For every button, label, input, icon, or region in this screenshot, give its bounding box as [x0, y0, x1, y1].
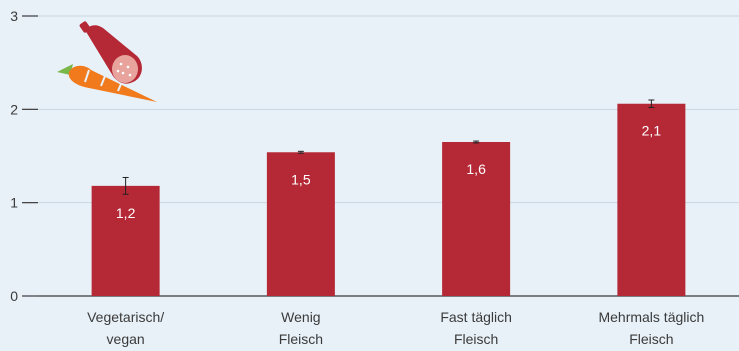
category-labels: Vegetarisch/vegan Wenig Fleisch Fast täglic…	[87, 309, 704, 347]
value-label: 1,2	[116, 205, 136, 221]
error-bar	[648, 99, 655, 108]
sausage-tip	[79, 21, 91, 33]
category-label: Wenig	[281, 309, 320, 325]
bars: 1,2 1,5 1,6 2,1	[91, 99, 686, 296]
category-label: Vegetarisch/	[87, 309, 164, 325]
value-label: 1,6	[466, 161, 486, 177]
y-tick-label: 2	[10, 101, 18, 117]
category-label: vegan	[107, 331, 145, 347]
slice-dot	[119, 62, 123, 66]
slice-dot	[121, 71, 125, 75]
bar	[617, 103, 686, 296]
category-label: Fast täglich	[440, 309, 512, 325]
category-label: Fleisch	[279, 331, 323, 347]
y-tick-label: 0	[10, 288, 18, 304]
error-bar	[122, 176, 129, 195]
error-bar	[297, 150, 304, 154]
category-label: Fleisch	[454, 331, 498, 347]
y-tick-label: 3	[10, 8, 18, 24]
bar	[91, 185, 160, 296]
value-label: 2,1	[642, 123, 662, 139]
y-axis: 0 1 2 3	[10, 8, 38, 304]
carrot-line	[100, 75, 106, 87]
category-label: Fleisch	[629, 331, 673, 347]
carrot-line	[84, 69, 90, 83]
carrot-body	[68, 65, 157, 102]
y-tick-label: 1	[10, 195, 18, 211]
carrot-line	[117, 83, 122, 92]
slice-dot	[116, 69, 120, 73]
category-label: Mehrmals täglich	[598, 309, 704, 325]
error-bar	[473, 140, 480, 144]
bar	[266, 152, 335, 296]
sausage-and-carrot-icon	[57, 21, 157, 102]
slice-dot	[128, 73, 132, 77]
value-label: 1,5	[291, 171, 311, 187]
bar	[442, 142, 511, 296]
sausage-slice	[112, 55, 138, 83]
slice-dot	[126, 65, 130, 69]
